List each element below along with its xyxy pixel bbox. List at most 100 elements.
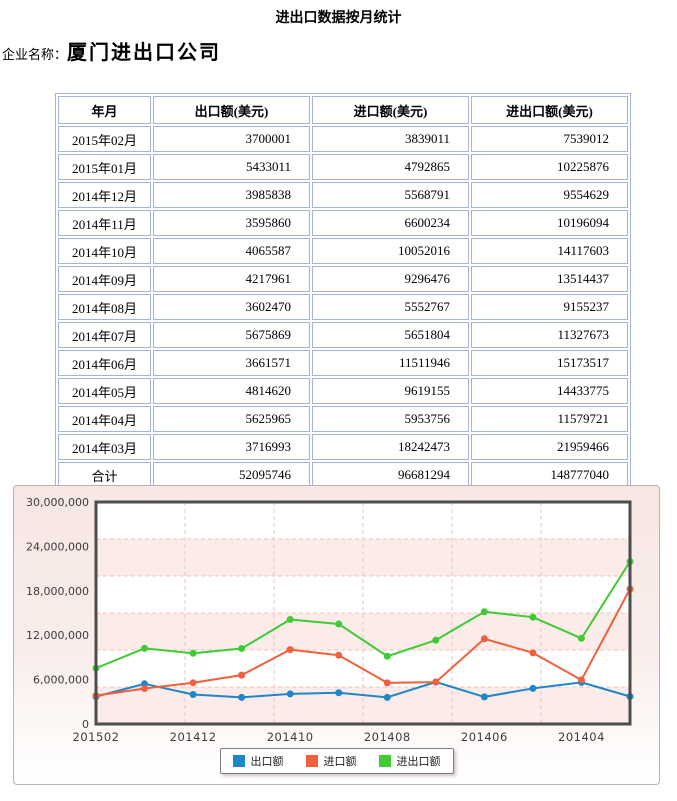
- table-body: 2015年02月 3700001 3839011 7539012 2015年01月 543…: [58, 126, 628, 488]
- data-point: [286, 646, 294, 654]
- x-axis-tick-label: 201410: [267, 730, 314, 744]
- series-line-进出口额: [95, 560, 631, 670]
- data-point: [432, 678, 440, 686]
- data-point: [577, 676, 585, 684]
- data-point: [480, 608, 488, 616]
- value-cell: 18242473: [312, 434, 469, 460]
- value-cell: 4814620: [153, 378, 310, 404]
- value-cell: 11579721: [471, 406, 628, 432]
- data-point: [238, 693, 246, 701]
- value-cell: 14117603: [471, 238, 628, 264]
- value-cell: 9554629: [471, 182, 628, 208]
- monthly-import-export-table: 年月 出口额(美元) 进口额(美元) 进出口额(美元) 2015年02月 3700001…: [55, 93, 631, 491]
- row-label-cell: 2014年07月: [58, 322, 151, 348]
- table-row: 2014年03月 3716993 18242473 21959466: [58, 434, 628, 460]
- value-cell: 96681294: [312, 462, 469, 488]
- data-point: [286, 616, 294, 624]
- table-row: 2014年07月 5675869 5651804 11327673: [58, 322, 628, 348]
- value-cell: 9155237: [471, 294, 628, 320]
- value-cell: 6600234: [312, 210, 469, 236]
- value-cell: 9619155: [312, 378, 469, 404]
- value-cell: 21959466: [471, 434, 628, 460]
- value-cell: 5675869: [153, 322, 310, 348]
- value-cell: 11327673: [471, 322, 628, 348]
- data-point: [141, 685, 149, 693]
- value-cell: 4792865: [312, 154, 469, 180]
- table-row: 2015年01月 5433011 4792865 10225876: [58, 154, 628, 180]
- x-axis-tick-label: 201412: [170, 730, 217, 744]
- data-point: [383, 679, 391, 687]
- row-label-cell: 2014年11月: [58, 210, 151, 236]
- legend-swatch-icon: [378, 755, 391, 767]
- x-axis-tick-label: 201408: [364, 730, 411, 744]
- x-axis-tick-label: 201406: [461, 730, 508, 744]
- company-name-label: 企业名称：: [2, 47, 68, 62]
- row-label-cell: 2014年08月: [58, 294, 151, 320]
- column-header-0: 年月: [58, 96, 151, 124]
- data-point: [529, 613, 537, 621]
- data-point: [529, 684, 537, 692]
- value-cell: 14433775: [471, 378, 628, 404]
- data-point: [141, 644, 149, 652]
- table-row: 2014年11月 3595860 6600234 10196094: [58, 210, 628, 236]
- value-cell: 15173517: [471, 350, 628, 376]
- legend-label: 出口额: [250, 755, 284, 768]
- column-header-2: 进口额(美元): [312, 96, 469, 124]
- row-label-cell: 2014年04月: [58, 406, 151, 432]
- table-row: 2014年04月 5625965 5953756 11579721: [58, 406, 628, 432]
- value-cell: 4065587: [153, 238, 310, 264]
- x-axis-tick-label: 201502: [73, 730, 120, 744]
- table-header-row: 年月 出口额(美元) 进口额(美元) 进出口额(美元): [58, 96, 628, 124]
- chart-legend: 出口额 进口额 进出口额: [219, 748, 454, 774]
- data-point: [286, 690, 294, 698]
- legend-swatch-icon: [305, 755, 318, 767]
- value-cell: 11511946: [312, 350, 469, 376]
- table-total-row: 合计 52095746 96681294 148777040: [58, 462, 628, 488]
- plot-frame: [94, 500, 632, 726]
- x-axis-tick-label: 201404: [558, 730, 605, 744]
- value-cell: 3602470: [153, 294, 310, 320]
- legend-item-1: 进口额: [305, 753, 357, 769]
- data-point: [529, 649, 537, 657]
- value-cell: 3716993: [153, 434, 310, 460]
- value-cell: 9296476: [312, 266, 469, 292]
- data-point: [335, 620, 343, 628]
- table-row: 2014年06月 3661571 11511946 15173517: [58, 350, 628, 376]
- value-cell: 3595860: [153, 210, 310, 236]
- value-cell: 5625965: [153, 406, 310, 432]
- row-label-cell: 2014年10月: [58, 238, 151, 264]
- value-cell: 10052016: [312, 238, 469, 264]
- value-cell: 13514437: [471, 266, 628, 292]
- company-line: 企业名称：厦门进出口公司: [2, 36, 221, 65]
- data-point: [432, 636, 440, 644]
- table-row: 2014年12月 3985838 5568791 9554629: [58, 182, 628, 208]
- data-point: [480, 693, 488, 701]
- row-label-cell: 2015年01月: [58, 154, 151, 180]
- data-point: [189, 691, 197, 699]
- y-axis-tick-label: 24,000,000: [26, 540, 89, 553]
- table-row: 2014年09月 4217961 9296476 13514437: [58, 266, 628, 292]
- chart-panel: 0 6,000,000 12,000,000 18,000,000 24,000,000…: [13, 485, 660, 785]
- legend-item-2: 进出口额: [378, 753, 441, 769]
- data-point: [238, 671, 246, 679]
- legend-label: 进出口额: [396, 755, 441, 768]
- y-axis-tick-label: 6,000,000: [33, 674, 89, 687]
- table-row: 2014年08月 3602470 5552767 9155237: [58, 294, 628, 320]
- value-cell: 5953756: [312, 406, 469, 432]
- table-row: 2014年05月 4814620 9619155 14433775: [58, 378, 628, 404]
- data-point: [480, 635, 488, 643]
- row-label-cell: 2014年05月: [58, 378, 151, 404]
- table-header: 年月 出口额(美元) 进口额(美元) 进出口额(美元): [58, 96, 628, 124]
- value-cell: 5651804: [312, 322, 469, 348]
- row-label-cell: 2014年12月: [58, 182, 151, 208]
- table-row: 2014年10月 4065587 10052016 14117603: [58, 238, 628, 264]
- row-label-cell: 合计: [58, 462, 151, 488]
- column-header-3: 进出口额(美元): [471, 96, 628, 124]
- row-label-cell: 2015年02月: [58, 126, 151, 152]
- column-header-1: 出口额(美元): [153, 96, 310, 124]
- legend-label: 进口额: [323, 755, 357, 768]
- value-cell: 7539012: [471, 126, 628, 152]
- value-cell: 10225876: [471, 154, 628, 180]
- data-point: [189, 679, 197, 687]
- y-axis-tick-label: 18,000,000: [26, 585, 89, 598]
